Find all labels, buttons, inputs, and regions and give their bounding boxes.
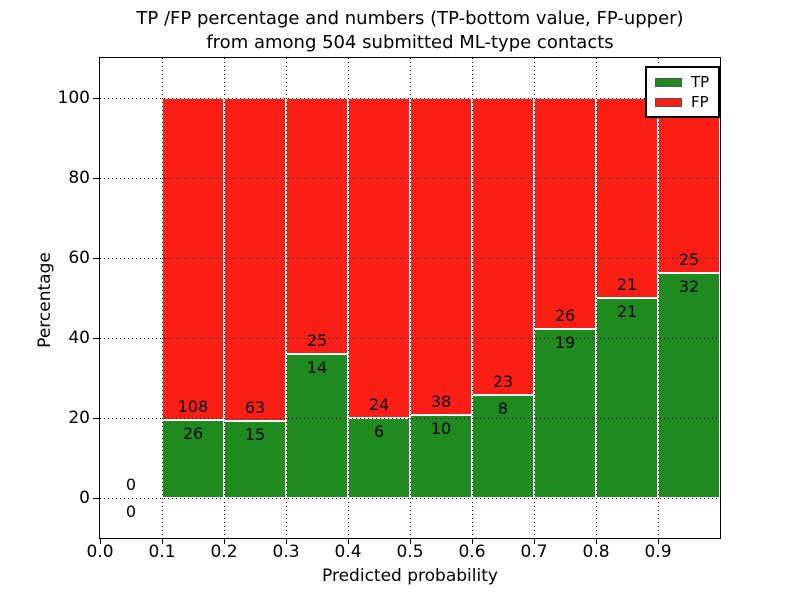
x-tick-label: 0.8 [582,542,610,562]
x-tick-mark [534,539,535,544]
bar-segment-fp [286,98,348,355]
x-axis-label: Predicted probability [322,566,498,586]
x-tick-label: 0.2 [210,542,238,562]
x-gridline [348,58,349,538]
bar-segment-fp [410,98,472,415]
bar-segment-fp [224,98,286,422]
x-gridline [596,58,597,538]
bar-segment-fp [534,98,596,330]
fp-count-label: 21 [616,275,638,294]
bar-segment-fp [596,98,658,298]
x-gridline [286,58,287,538]
fp-legend-swatch [655,97,682,107]
x-tick-mark [224,539,225,544]
x-tick-label: 0.9 [644,542,672,562]
x-gridline [162,58,163,538]
x-gridline [658,58,659,538]
y-tick-label: 100 [57,88,90,108]
x-tick-mark [410,539,411,544]
x-tick-label: 0.3 [272,542,300,562]
y-tick-label: 80 [68,168,90,188]
bar-segment-tp [534,329,596,498]
x-tick-mark [286,539,287,544]
bar-segment-tp [596,298,658,498]
fp-count-label: 26 [554,306,576,326]
x-gridline [534,58,535,538]
fp-count-label: 38 [430,391,452,411]
y-tick-mark [93,258,99,259]
tp-count-label: 10 [430,418,452,438]
fp-count-label: 63 [244,398,266,418]
tp-count-label: 15 [244,425,266,445]
y-tick-label: 60 [68,248,90,268]
fp-count-label: 0 [125,475,137,494]
x-tick-label: 0.4 [334,542,362,562]
plot-area: 0 0 108 26 63 15 25 14 24 6 38 10 23 8 26 19 21 21 25 32 [99,57,721,539]
y-tick-label: 20 [68,408,90,428]
tp-count-label: 14 [306,358,328,378]
x-tick-label: 0.5 [396,542,424,562]
y-tick-mark [93,178,99,179]
y-tick-mark [93,338,99,339]
legend-row: FP [655,92,709,112]
y-tick-label: 40 [68,328,90,348]
fp-count-label: 23 [492,371,514,391]
x-tick-mark [472,539,473,544]
x-tick-label: 0.1 [148,542,176,562]
bar-segment-tp [410,414,472,498]
legend-row: TP [655,72,709,92]
legend-label: FP [691,92,709,111]
x-tick-label: 0.7 [520,542,548,562]
x-gridline [224,58,225,538]
x-tick-label: 0.0 [86,542,114,562]
tp-count-label: 21 [616,302,638,321]
bar-segment-tp [348,418,410,498]
x-tick-mark [162,539,163,544]
x-gridline [410,58,411,538]
tp-legend-swatch [655,77,682,87]
fp-count-label: 25 [678,250,700,270]
y-tick-mark [93,418,99,419]
bar-segment-fp [658,98,720,274]
tp-count-label: 8 [497,398,509,418]
fp-count-label: 108 [177,397,209,417]
y-tick-mark [93,98,99,99]
tp-count-label: 26 [182,424,204,444]
bar-segment-fp [162,98,224,421]
legend-label: TP [691,72,710,91]
tp-count-label: 0 [125,502,137,521]
x-tick-mark [100,539,101,544]
legend: TP FP [645,66,721,118]
fp-count-label: 25 [306,331,328,351]
chart-title: TP /FP percentage and numbers (TP-bottom… [100,7,720,55]
fp-count-label: 24 [368,395,390,414]
x-tick-label: 0.6 [458,542,486,562]
bar-segment-tp [658,273,720,498]
chart-title-line2: from among 504 submitted ML-type contact… [206,32,614,53]
y-tick-mark [93,498,99,499]
x-tick-mark [658,539,659,544]
chart-title-line1: TP /FP percentage and numbers (TP-bottom… [136,8,684,29]
tp-count-label: 6 [373,422,385,441]
y-tick-label: 0 [79,488,90,508]
x-tick-mark [596,539,597,544]
tp-count-label: 32 [678,277,700,297]
x-tick-mark [348,539,349,544]
bar-segment-tp [224,421,286,498]
x-gridline [472,58,473,538]
tp-count-label: 19 [554,333,576,353]
bar-segment-fp [472,98,534,395]
